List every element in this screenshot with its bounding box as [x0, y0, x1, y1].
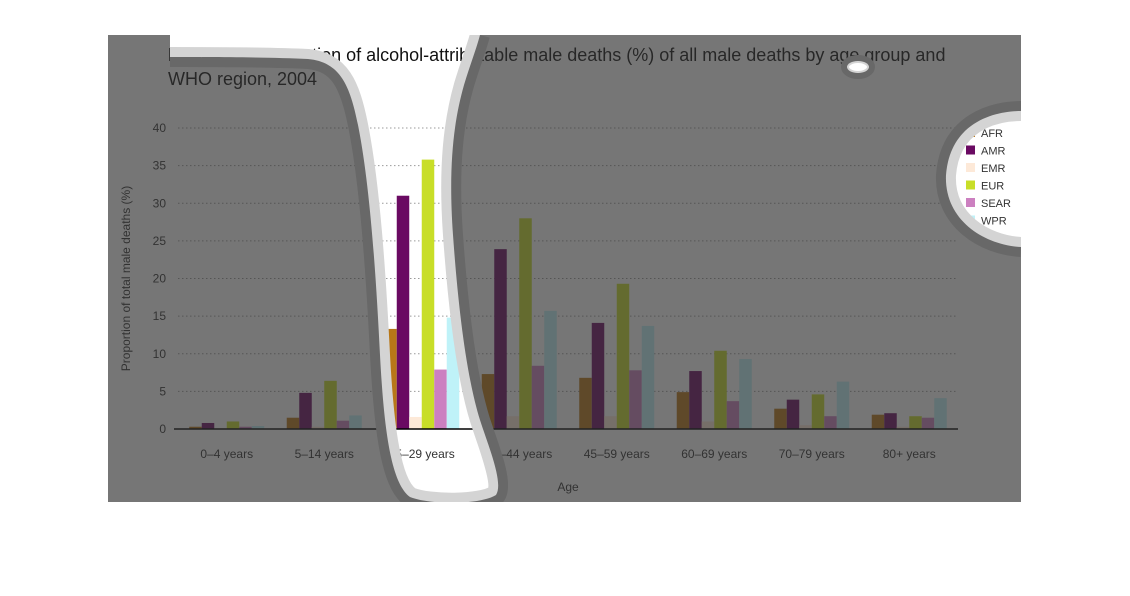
- bar-afr: [481, 374, 495, 429]
- y-tick-label: 10: [153, 347, 167, 361]
- y-tick-label: 25: [153, 234, 167, 248]
- bar-sear: [531, 365, 545, 429]
- chart-figure: 0 5 10 15 20 25 30 35 40 0–4 years 5–14 years 15–29…: [108, 35, 1021, 502]
- legend-swatch: [966, 128, 975, 137]
- bar-sear: [921, 417, 935, 429]
- legend-label: SEAR: [981, 198, 1011, 210]
- bar-eur: [909, 416, 922, 429]
- x-tick-label: 30–44 years: [486, 447, 552, 461]
- bar-wpr: [349, 415, 362, 429]
- y-tick-label: 30: [153, 196, 167, 210]
- bar-emr: [604, 416, 617, 429]
- bar-amr: [201, 422, 215, 429]
- legend-swatch: [966, 215, 975, 225]
- bar-afr: [871, 414, 885, 429]
- bar-eur: [226, 421, 240, 429]
- bar-amr: [689, 371, 702, 429]
- bar-emr: [506, 416, 520, 429]
- bar-afr: [384, 328, 397, 429]
- x-tick-label: 0–4 years: [200, 447, 253, 461]
- legend-label: AMR: [981, 146, 1006, 158]
- bar-eur: [714, 350, 727, 429]
- y-tick-label: 35: [153, 159, 167, 173]
- bar-sear: [726, 401, 740, 429]
- y-tick-label: 40: [153, 121, 167, 135]
- bar-amr: [786, 399, 800, 429]
- bar-sear: [336, 420, 350, 429]
- bar-amr: [396, 195, 410, 429]
- figure-caption-text: Proportion of alcohol-attributable male …: [168, 45, 946, 89]
- grid-lines: [178, 127, 958, 392]
- axes: 0 5 10 15 20 25 30 35 40 0–4 years 5–14 years 15–29…: [119, 121, 958, 494]
- bar-sear: [824, 416, 837, 429]
- bar-eur: [519, 218, 532, 429]
- bars: [189, 159, 947, 429]
- bar-chart: 0 5 10 15 20 25 30 35 40 0–4 years 5–14 years 15–29…: [119, 121, 1011, 494]
- bar-amr: [299, 392, 312, 429]
- x-tick-label: 15–29 years: [389, 447, 455, 461]
- bar-sear: [434, 369, 447, 429]
- legend-label: EUR: [981, 181, 1004, 193]
- bar-wpr: [739, 359, 752, 429]
- bar-wpr: [934, 398, 947, 429]
- legend-label: EMR: [981, 163, 1006, 175]
- legend-swatch: [966, 180, 975, 190]
- bar-amr: [591, 322, 605, 429]
- bar-afr: [676, 392, 690, 429]
- bar-sear: [629, 370, 642, 429]
- x-tick-label: 80+ years: [883, 447, 936, 461]
- figure-caption: Figure 16. Proportion of alcohol-attribu…: [168, 43, 988, 91]
- legend-label: WPR: [981, 216, 1007, 228]
- x-axis-label: Age: [557, 480, 579, 494]
- bar-emr: [701, 421, 715, 429]
- bar-eur: [421, 159, 435, 429]
- bar-afr: [774, 408, 787, 429]
- bar-wpr: [544, 310, 557, 429]
- bar-eur: [616, 283, 630, 429]
- y-tick-label: 15: [153, 309, 167, 323]
- y-tick-label: 20: [153, 272, 167, 286]
- x-tick-label: 70–79 years: [779, 447, 845, 461]
- bar-amr: [884, 413, 897, 429]
- bar-wpr: [641, 325, 655, 429]
- figure-label: Figure 16.: [168, 45, 254, 65]
- legend: AFR AMR EMR EUR SEAR WPR: [966, 128, 1011, 228]
- bar-afr: [579, 377, 592, 429]
- y-axis-label: Proportion of total male deaths (%): [119, 186, 133, 371]
- bar-wpr: [446, 317, 460, 429]
- legend-swatch: [966, 145, 975, 155]
- bar-emr: [409, 416, 422, 429]
- x-tick-label: 60–69 years: [681, 447, 747, 461]
- legend-swatch: [966, 198, 975, 207]
- bar-eur: [811, 394, 825, 429]
- x-tick-label: 45–59 years: [584, 447, 650, 461]
- bar-eur: [324, 380, 337, 429]
- bar-wpr: [836, 381, 850, 429]
- x-tick-label: 5–14 years: [295, 447, 354, 461]
- bar-afr: [286, 417, 300, 429]
- y-tick-label: 0: [159, 422, 166, 436]
- legend-label: AFR: [981, 128, 1003, 140]
- bar-amr: [494, 249, 507, 429]
- legend-swatch: [966, 163, 975, 172]
- y-tick-label: 5: [159, 384, 166, 398]
